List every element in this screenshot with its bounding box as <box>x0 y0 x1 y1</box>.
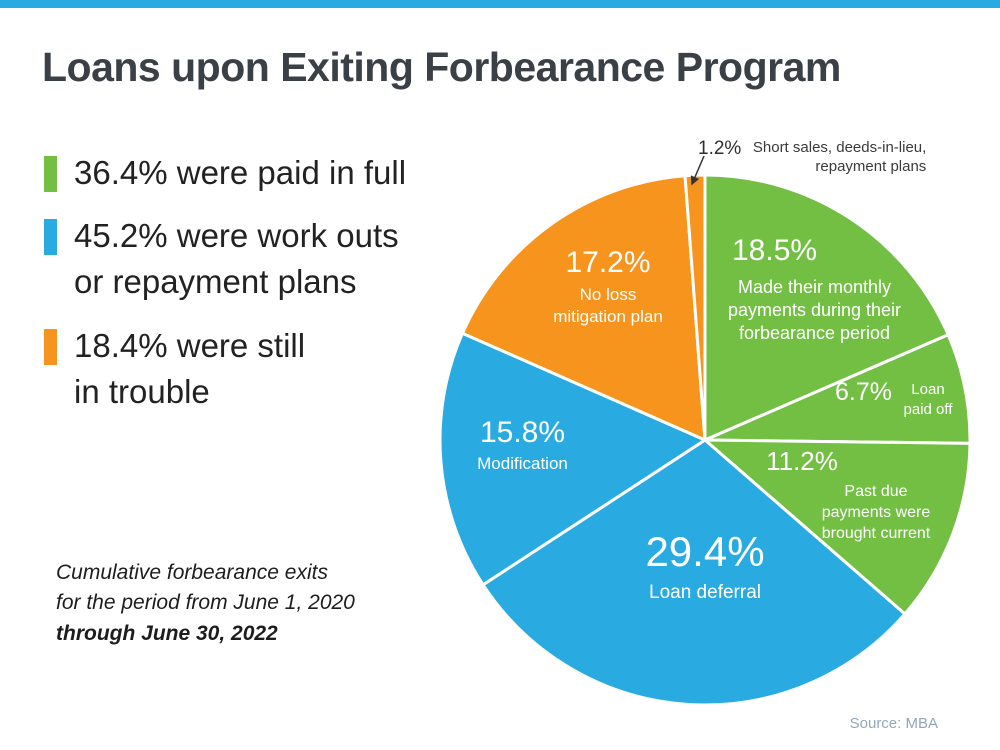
slice-percent: 18.5% <box>732 234 818 267</box>
pie-slice-1 <box>703 333 972 445</box>
slice-description: No loss mitigation plan <box>553 285 663 327</box>
pie-chart-area: 18.5% Made their monthly payments during… <box>420 130 1000 730</box>
slice-description: Made their monthly payments during their… <box>727 277 902 344</box>
slice-percent: 29.4% <box>645 528 765 575</box>
annotation-text: Short sales, deeds-in-lieu, repayment pl… <box>752 139 927 175</box>
pie-slice-3 <box>481 438 907 707</box>
legend-item-paid-in-full: 36.4% were paid in full <box>44 150 514 196</box>
annotation-percent: 1.2% <box>698 138 742 159</box>
pie-slice-0 <box>703 173 950 442</box>
slice-percent: 15.8% <box>479 416 566 449</box>
legend-label: 45.2% were work outs or repayment plans <box>74 217 399 301</box>
legend-label: 18.4% were still in trouble <box>74 326 306 410</box>
chart-legend: 36.4% were paid in full 45.2% were work … <box>44 150 514 432</box>
footnote: Cumulative forbearance exits for the per… <box>56 558 456 649</box>
slice-label-monthly-payments: 18.5% Made their monthly payments during… <box>712 234 917 345</box>
slice-label-modification: 15.8% Modification <box>440 416 605 474</box>
legend-swatch-orange <box>44 328 57 365</box>
legend-item-work-outs: 45.2% were work outs or repayment plans <box>44 213 514 305</box>
footnote-line: for the period from June 1, 2020 <box>56 591 355 615</box>
annotation-arrow <box>690 155 705 186</box>
pie-slice-2 <box>703 438 972 616</box>
footnote-line: Cumulative forbearance exits <box>56 561 328 584</box>
pie-slice-4 <box>438 331 707 587</box>
legend-item-still-in-trouble: 18.4% were still in trouble <box>44 323 514 415</box>
legend-label: 36.4% were paid in full <box>74 154 407 191</box>
top-accent-strip <box>0 0 1000 8</box>
pie-slice-5 <box>460 174 707 442</box>
slice-description: Modification <box>477 454 568 473</box>
slice-label-no-loss-mitigation: 17.2% No loss mitigation plan <box>523 246 693 328</box>
pie-chart <box>438 155 972 707</box>
slice-description: Past due payments were brought current <box>821 483 931 542</box>
footnote-line-bold: through June 30, 2022 <box>56 621 278 645</box>
slice-label-loan-paid-off: 6.7% Loan paid off <box>835 378 955 419</box>
legend-swatch-green <box>44 156 57 192</box>
page-title: Loans upon Exiting Forbearance Program <box>42 44 841 90</box>
slice-label-loan-deferral: 29.4% Loan deferral <box>620 528 790 604</box>
slice-percent: 11.2% <box>766 446 838 476</box>
annotation-short-sales: 1.2% Short sales, deeds-in-lieu, repayme… <box>698 138 926 177</box>
source-attribution: Source: MBA <box>849 715 938 732</box>
slice-label-past-due-percent: 11.2% <box>742 446 862 477</box>
slice-description: Loan paid off <box>903 381 953 418</box>
slice-percent: 6.7% <box>835 378 892 406</box>
slice-label-past-due-description: Past due payments were brought current <box>818 482 934 544</box>
slice-description: Loan deferral <box>649 582 761 603</box>
legend-swatch-blue <box>44 219 57 256</box>
slice-percent: 17.2% <box>565 246 651 279</box>
